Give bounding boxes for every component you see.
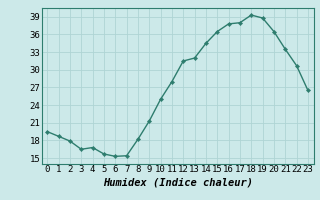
X-axis label: Humidex (Indice chaleur): Humidex (Indice chaleur) <box>103 177 252 187</box>
